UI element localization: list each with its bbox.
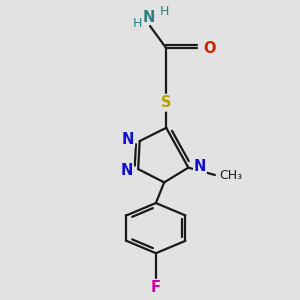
Text: CH₃: CH₃	[219, 169, 242, 182]
Text: N: N	[194, 159, 206, 174]
Text: N: N	[121, 163, 133, 178]
Text: H: H	[160, 5, 169, 18]
Text: N: N	[122, 132, 134, 147]
Text: N: N	[142, 11, 155, 26]
Text: O: O	[204, 40, 216, 56]
Text: H: H	[133, 16, 142, 29]
Text: S: S	[161, 95, 172, 110]
Text: F: F	[151, 280, 161, 295]
